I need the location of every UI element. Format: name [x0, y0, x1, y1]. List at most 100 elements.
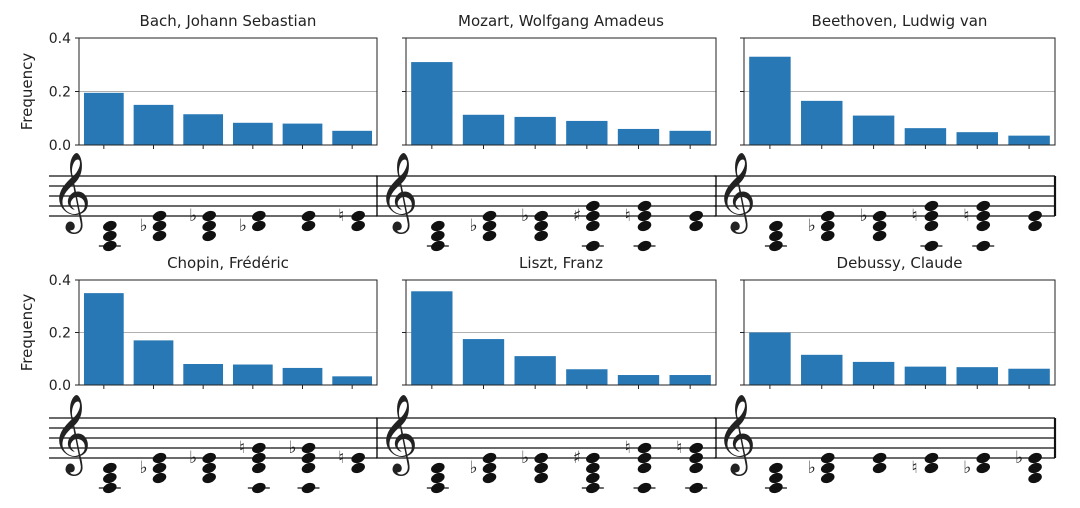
chord: ♮ [239, 438, 270, 494]
chord: ♮ [676, 438, 708, 494]
note-head [152, 210, 167, 222]
bar [183, 114, 224, 145]
note-head [534, 462, 548, 474]
natural-icon: ♮ [676, 438, 682, 458]
y-tick-label: 0.0 [49, 138, 71, 154]
chart-title: Bach, Johann Sebastian [140, 12, 317, 30]
note-head [820, 220, 835, 232]
bar [514, 356, 556, 385]
chord: ♯ [573, 448, 604, 494]
note-head [924, 210, 939, 222]
chord [426, 220, 449, 252]
note-head [252, 442, 266, 454]
note-head [534, 230, 548, 242]
note-head [202, 230, 216, 242]
note-head [769, 230, 783, 242]
note-head [976, 200, 991, 212]
note-head [431, 462, 445, 474]
note-head [872, 220, 887, 232]
chord: ♮ [963, 200, 995, 252]
flat-icon: ♭ [189, 448, 197, 468]
note-head [769, 472, 783, 484]
note-head [689, 210, 703, 222]
note-head [689, 452, 703, 464]
note-head [301, 462, 316, 474]
bar [956, 132, 998, 145]
flat-icon: ♭ [470, 458, 478, 478]
note-head [769, 462, 783, 474]
note-head [872, 210, 887, 222]
note-head [637, 452, 652, 464]
note-head [1028, 220, 1042, 232]
y-tick-label: 0.2 [49, 326, 71, 342]
bar [904, 366, 947, 385]
bar [282, 367, 323, 385]
note-head [482, 210, 497, 222]
bar [462, 114, 505, 145]
note-head [872, 452, 887, 464]
note-head [482, 220, 497, 232]
bar [83, 293, 124, 385]
note-head [301, 210, 316, 222]
note-head [820, 230, 835, 242]
chord: ♭ [140, 210, 167, 242]
y-axis-label: Frequency [18, 53, 36, 131]
note-head [351, 210, 365, 222]
note-head [976, 210, 991, 222]
chord [689, 210, 703, 232]
chart-title: Chopin, Frédéric [167, 254, 289, 272]
note-head [534, 210, 548, 222]
chart-panel: Mozart, Wolfgang Amadeus 𝄞 ♭ ♭ ♯ ♮ [376, 12, 717, 252]
note-head [482, 462, 497, 474]
note-head [103, 230, 117, 242]
note-head [202, 452, 216, 464]
chord: ♮ [911, 452, 939, 478]
natural-icon: ♮ [911, 458, 917, 478]
chord: ♭ [289, 438, 320, 494]
chord: ♮ [338, 448, 365, 474]
staff: 𝄞 ♭ ♭ ♭ ♮ [49, 152, 378, 252]
note-head [202, 210, 216, 222]
note-head [769, 220, 783, 232]
bar [749, 332, 791, 385]
chord: ♭ [470, 452, 497, 484]
chart-panel: Beethoven, Ludwig van 𝄞 ♭ ♭ ♮ ♮ [714, 12, 1057, 252]
bar [282, 123, 323, 145]
bar [956, 367, 998, 385]
note-head [1028, 452, 1042, 464]
note-head [431, 472, 445, 484]
note-head [152, 452, 167, 464]
natural-icon: ♮ [963, 206, 969, 226]
y-tick-label: 0.2 [49, 85, 71, 101]
note-head [103, 472, 117, 484]
chord: ♭ [470, 210, 497, 242]
bar [669, 130, 711, 145]
chart-panel: Liszt, Franz 𝄞 ♭ ♭ ♯ ♮ ♮ [376, 254, 717, 494]
staff: 𝄞 ♭ ♮ ♭ ♭ [714, 394, 1057, 494]
note-head [976, 452, 991, 464]
chord: ♭ [860, 206, 887, 242]
bar [232, 122, 273, 145]
chord [98, 220, 121, 252]
chord: ♮ [625, 200, 656, 252]
note-head [1028, 472, 1042, 484]
chord: ♭ [189, 448, 216, 484]
note-head [252, 452, 266, 464]
bar [749, 56, 791, 145]
natural-icon: ♮ [239, 438, 245, 458]
note-head [534, 472, 548, 484]
bar [411, 62, 453, 146]
note-head [482, 452, 497, 464]
note-head [534, 452, 548, 464]
bar [669, 375, 711, 385]
staff: 𝄞 ♭ ♭ ♮ ♭ ♮ [49, 394, 378, 494]
chord [301, 210, 316, 232]
note-head [637, 462, 652, 474]
note-head [689, 442, 703, 454]
note-head [924, 462, 939, 474]
note-head [482, 472, 497, 484]
note-head [820, 210, 835, 222]
note-head [431, 230, 445, 242]
note-head [431, 220, 445, 232]
